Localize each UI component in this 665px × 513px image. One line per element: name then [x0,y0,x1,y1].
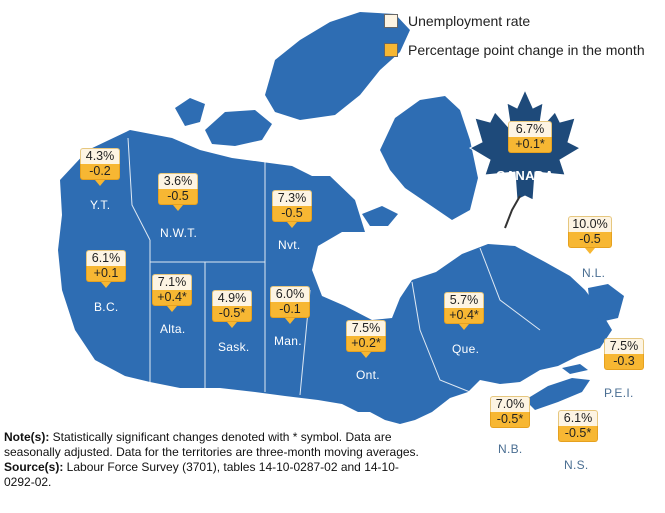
change-nwt: -0.5 [158,189,198,205]
marker-nl: 10.0% -0.5 [568,216,612,254]
change-nb: -0.5* [490,412,530,428]
pointer-man [285,318,295,324]
pointer-nwt [173,205,183,211]
rate-ont: 7.5% [346,320,386,336]
label-alta: Alta. [160,322,186,336]
change-ns: -0.5* [558,426,598,442]
rate-pei: 7.5% [604,338,644,354]
canada-marker: 6.7% +0.1* [508,121,552,153]
change-man: -0.1 [270,302,310,318]
legend-rate: Unemployment rate [384,12,530,30]
arctic-islands [265,12,410,120]
notes-text: Statistically significant changes denote… [4,430,419,459]
label-man: Man. [274,334,302,348]
rate-alta: 7.1% [152,274,192,290]
pointer-sask [227,322,237,328]
marker-nb: 7.0% -0.5* [490,396,530,428]
rate-man: 6.0% [270,286,310,302]
pei [562,364,588,374]
marker-alta: 7.1% +0.4* [152,274,192,312]
marker-ns: 6.1% -0.5* [558,410,598,442]
label-pei: P.E.I. [604,386,634,400]
southampton-island [362,206,398,226]
label-nb: N.B. [498,442,523,456]
banks-island [175,98,205,126]
victoria-island [205,110,272,146]
label-nl: N.L. [582,266,606,280]
rate-ns: 6.1% [558,410,598,426]
legend-rate-swatch [384,14,398,28]
marker-yt: 4.3% -0.2 [80,148,120,186]
rate-nl: 10.0% [568,216,612,232]
change-pei: -0.3 [604,354,644,370]
notes-block: Note(s): Statistically significant chang… [4,430,424,490]
label-sask: Sask. [218,340,250,354]
rate-nwt: 3.6% [158,173,198,189]
marker-man: 6.0% -0.1 [270,286,310,324]
change-sask: -0.5* [212,306,252,322]
marker-que: 5.7% +0.4* [444,292,484,330]
rate-nvt: 7.3% [272,190,312,206]
label-yt: Y.T. [90,198,111,212]
notes-paragraph: Note(s): Statistically significant chang… [4,430,424,460]
nova-scotia [525,378,590,410]
source-label: Source(s): [4,460,64,474]
legend-change: Percentage point change in the month [384,41,645,59]
label-que: Que. [452,342,480,356]
pointer-nvt [287,222,297,228]
label-nwt: N.W.T. [160,226,198,240]
marker-nwt: 3.6% -0.5 [158,173,198,211]
pointer-que [459,324,469,330]
label-bc: B.C. [94,300,119,314]
notes-label: Note(s): [4,430,50,444]
label-ont: Ont. [356,368,380,382]
rate-yt: 4.3% [80,148,120,164]
marker-pei: 7.5% -0.3 [604,338,644,370]
provincial-borders [127,137,541,396]
change-alta: +0.4* [152,290,192,306]
canada-change: +0.1* [508,137,552,153]
leaf-stem [504,195,521,229]
change-yt: -0.2 [80,164,120,180]
pointer-nl [585,248,595,254]
marker-sask: 4.9% -0.5* [212,290,252,328]
marker-ont: 7.5% +0.2* [346,320,386,358]
newfoundland [588,284,624,322]
marker-nvt: 7.3% -0.5 [272,190,312,228]
pointer-yt [95,180,105,186]
change-ont: +0.2* [346,336,386,352]
change-nl: -0.5 [568,232,612,248]
pointer-alta [167,306,177,312]
rate-bc: 6.1% [86,250,126,266]
legend-rate-label: Unemployment rate [408,13,531,29]
legend-change-swatch [384,43,398,57]
rate-que: 5.7% [444,292,484,308]
baffin-island [380,96,478,220]
marker-bc: 6.1% +0.1 [86,250,126,288]
label-nvt: Nvt. [278,238,301,252]
change-nvt: -0.5 [272,206,312,222]
label-ns: N.S. [564,458,589,472]
hudson-bay [314,240,402,308]
pointer-ont [361,352,371,358]
change-que: +0.4* [444,308,484,324]
canada-rate: 6.7% [508,121,552,137]
rate-sask: 4.9% [212,290,252,306]
change-bc: +0.1 [86,266,126,282]
rate-nb: 7.0% [490,396,530,412]
source-text: Labour Force Survey (3701), tables 14-10… [4,460,399,489]
canada-name: CANADA [496,168,555,183]
legend-change-label: Percentage point change in the month [408,42,645,58]
pointer-bc [101,282,111,288]
source-paragraph: Source(s): Labour Force Survey (3701), t… [4,460,424,490]
